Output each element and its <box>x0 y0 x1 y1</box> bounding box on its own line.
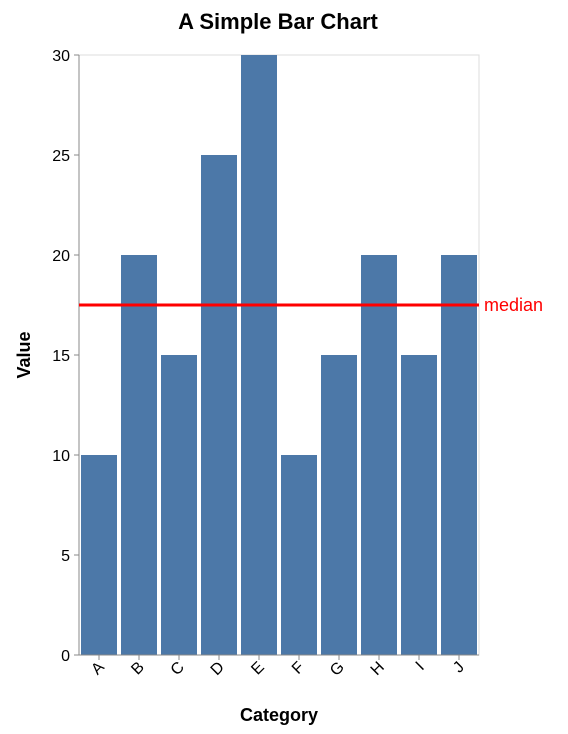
y-tick-label: 20 <box>52 248 70 265</box>
y-tick-label: 10 <box>52 448 70 465</box>
x-tick-label-d: D <box>208 659 228 679</box>
x-axis-title: Category <box>240 705 318 725</box>
bars-group <box>81 55 477 655</box>
x-tick-label-g: G <box>327 659 348 680</box>
y-tick-label: 30 <box>52 48 70 65</box>
bar-h <box>361 255 397 655</box>
y-tick-label: 5 <box>61 548 70 565</box>
x-tick-label-h: H <box>368 659 388 679</box>
bar-i <box>401 355 437 655</box>
median-line-group: median <box>79 295 543 315</box>
bar-g <box>321 355 357 655</box>
x-tick-label-i: I <box>413 659 428 674</box>
y-axis: 0 5 10 15 20 25 30 <box>52 48 80 665</box>
x-tick-label-a: A <box>88 659 108 679</box>
chart-title: A Simple Bar Chart <box>178 9 378 34</box>
x-tick-label-e: E <box>248 659 268 679</box>
bar-f <box>281 455 317 655</box>
bar-a <box>81 455 117 655</box>
y-tick-label: 0 <box>61 648 70 665</box>
y-tick-label: 15 <box>52 348 70 365</box>
y-axis-title: Value <box>14 331 34 378</box>
y-tick-label: 25 <box>52 148 70 165</box>
bar-c <box>161 355 197 655</box>
median-label: median <box>484 295 543 315</box>
bar-j <box>441 255 477 655</box>
bar-b <box>121 255 157 655</box>
bar-e <box>241 55 277 655</box>
x-tick-label-j: J <box>450 659 468 677</box>
x-tick-label-f: F <box>289 659 308 678</box>
x-tick-label-c: C <box>168 659 188 679</box>
bar-d <box>201 155 237 655</box>
x-tick-label-b: B <box>128 659 148 679</box>
